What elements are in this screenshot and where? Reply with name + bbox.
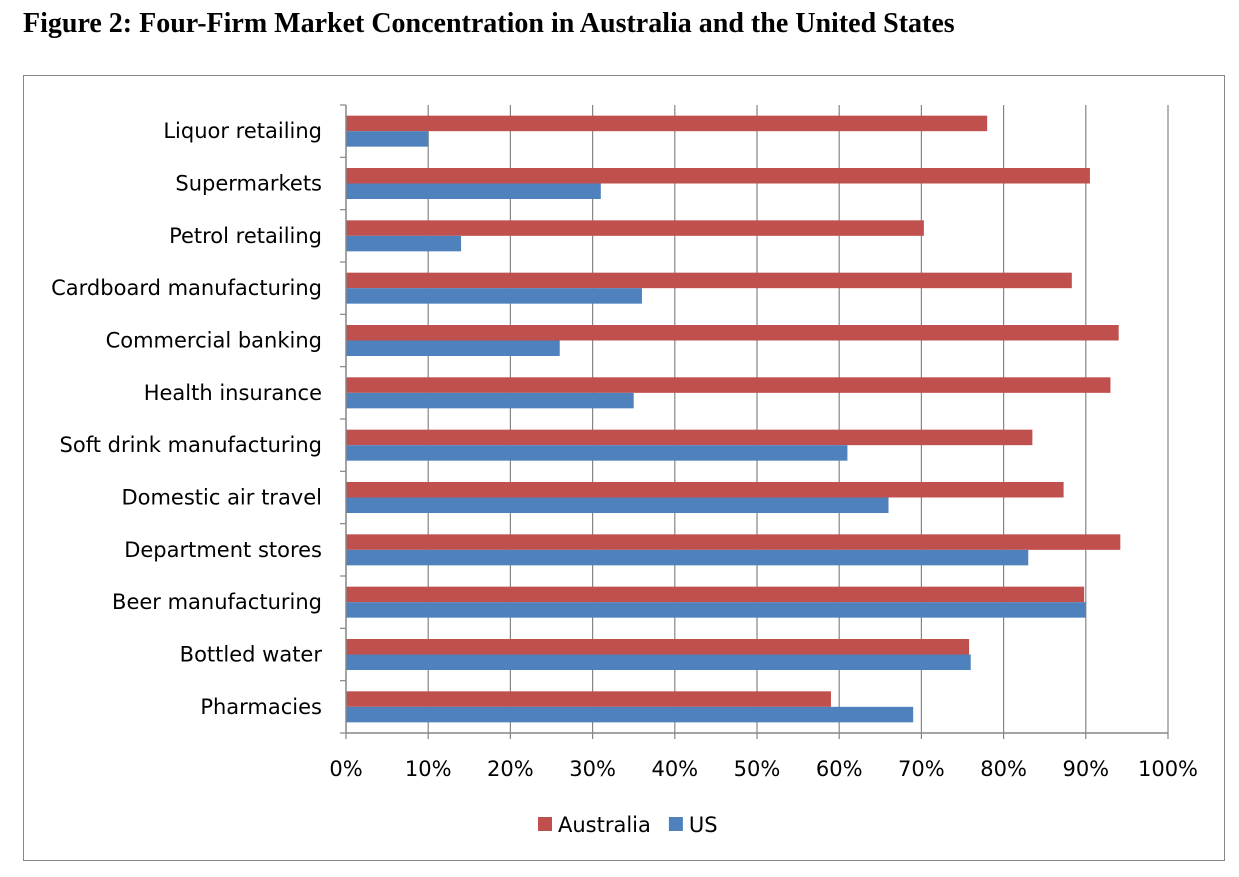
legend: Australia US <box>538 813 718 837</box>
bar-us <box>346 654 971 670</box>
bar-us <box>346 445 848 461</box>
chart-frame: 0% 10% 20% 30% 40% 50% 60% 70% 80% 90% 100% Liquor … <box>23 75 1225 861</box>
bar-chart: 0% 10% 20% 30% 40% 50% 60% 70% 80% 90% 100% Liquor … <box>51 104 1198 837</box>
bar-us <box>346 549 1029 566</box>
bar-australia <box>346 482 1064 498</box>
bar-us <box>346 706 914 723</box>
category-label: Health insurance <box>144 381 322 405</box>
bar-australia <box>346 272 1072 289</box>
axis-labels: 0% 10% 20% 30% 40% 50% 60% 70% 80% 90% 100% Liquor … <box>51 119 1198 781</box>
bar-us <box>346 131 429 147</box>
x-tick-label: 100% <box>1138 757 1198 781</box>
bar-us <box>346 340 560 356</box>
category-label: Soft drink manufacturing <box>60 433 322 457</box>
x-tick-label: 50% <box>734 757 781 781</box>
figure-title: Figure 2: Four-Firm Market Concentration… <box>23 8 955 39</box>
x-tick-label: 90% <box>1062 757 1109 781</box>
x-tick-label: 20% <box>487 757 534 781</box>
category-label: Commercial banking <box>106 329 322 353</box>
x-tick-label: 0% <box>329 757 362 781</box>
x-tick-label: 30% <box>569 757 616 781</box>
bar-us <box>346 288 642 304</box>
bar-us <box>346 392 634 409</box>
bar-australia <box>346 168 1090 184</box>
gridlines <box>427 105 1169 733</box>
category-label: Pharmacies <box>200 695 322 719</box>
bar-us <box>346 497 889 513</box>
category-label: Domestic air travel <box>121 486 322 510</box>
legend-swatch-us <box>668 817 683 831</box>
legend-swatch-australia <box>538 817 552 831</box>
bar-us <box>346 183 601 199</box>
bars <box>346 115 1121 723</box>
bar-australia <box>346 325 1119 341</box>
bar-australia <box>346 534 1121 550</box>
category-label: Cardboard manufacturing <box>51 276 322 300</box>
bar-australia <box>346 377 1111 393</box>
category-label: Supermarkets <box>175 172 322 196</box>
bar-australia <box>346 586 1085 603</box>
legend-label-australia: Australia <box>558 813 651 837</box>
category-label: Department stores <box>124 538 322 562</box>
category-label: Beer manufacturing <box>112 590 322 614</box>
bar-australia <box>346 429 1033 446</box>
x-tick-label: 60% <box>816 757 863 781</box>
category-label: Liquor retailing <box>163 119 322 143</box>
bar-australia <box>346 691 831 707</box>
axes <box>340 104 1169 739</box>
category-label: Bottled water <box>180 643 323 667</box>
bar-us <box>346 235 462 252</box>
bar-australia <box>346 220 924 236</box>
x-tick-label: 80% <box>980 757 1027 781</box>
legend-label-us: US <box>689 813 718 837</box>
x-tick-label: 70% <box>898 757 945 781</box>
x-tick-label: 10% <box>405 757 452 781</box>
bar-us <box>346 602 1086 618</box>
category-label: Petrol retailing <box>169 224 322 248</box>
bar-australia <box>346 115 988 132</box>
bar-australia <box>346 639 970 655</box>
x-tick-label: 40% <box>651 757 698 781</box>
